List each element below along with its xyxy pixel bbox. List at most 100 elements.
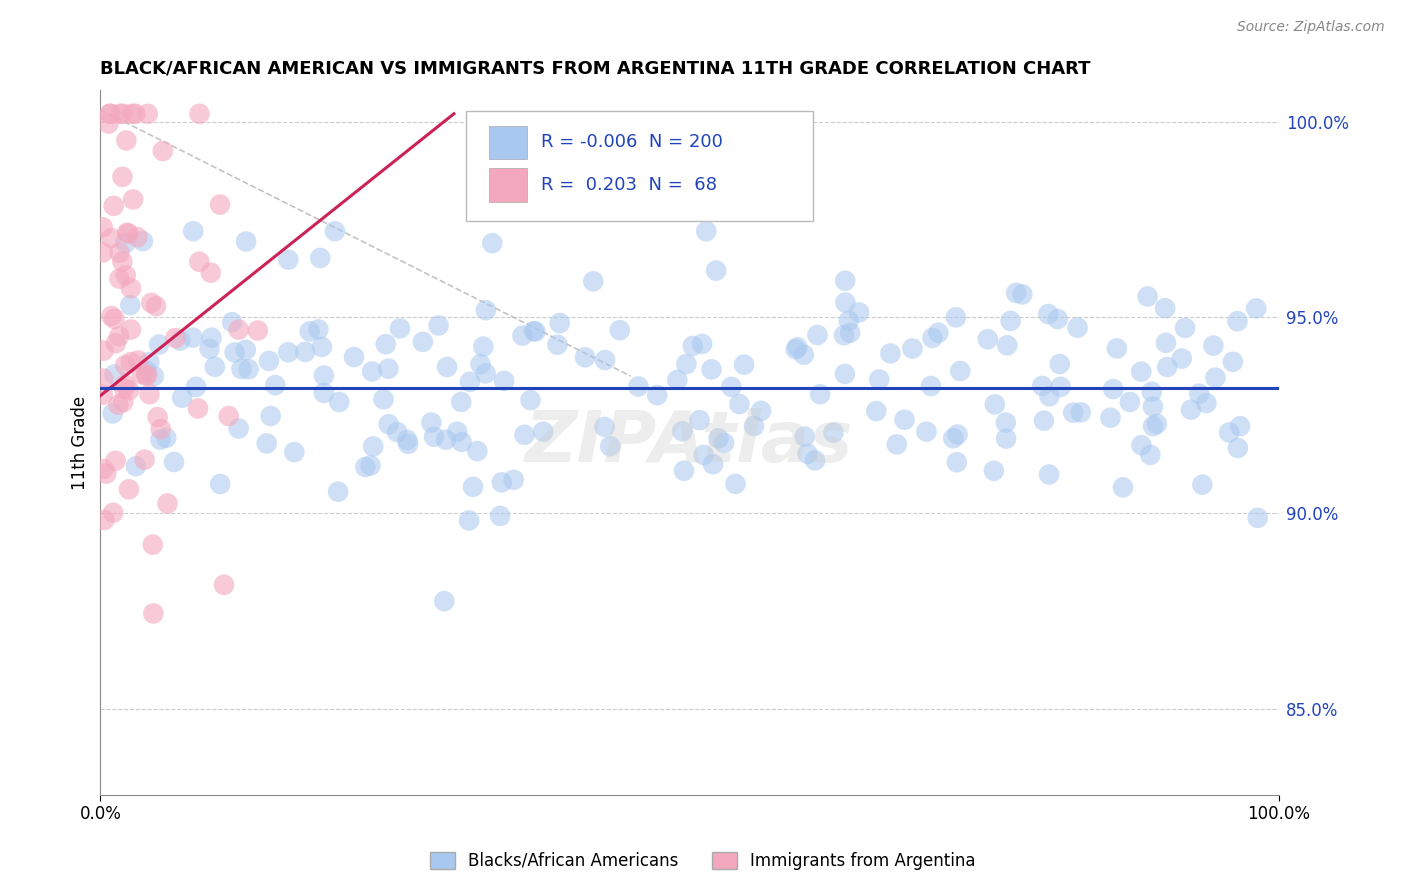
Point: [146, 410, 169, 425]
Point: [879, 346, 901, 360]
Point: [465, 444, 488, 458]
Point: [111, 254, 134, 268]
Point: [423, 430, 446, 444]
Point: [256, 436, 278, 450]
Point: [108, 271, 131, 285]
Point: [446, 425, 468, 439]
Point: [283, 445, 305, 459]
Point: [461, 480, 484, 494]
Point: [412, 334, 434, 349]
Point: [474, 367, 496, 381]
Point: [373, 392, 395, 407]
Point: [693, 448, 716, 462]
Point: [796, 447, 818, 461]
Point: [294, 345, 316, 359]
Point: [277, 252, 299, 267]
Point: [942, 431, 965, 445]
Point: [436, 359, 458, 374]
Point: [720, 380, 742, 394]
Point: [808, 387, 831, 401]
Point: [169, 334, 191, 348]
Point: [946, 455, 969, 469]
Point: [804, 453, 827, 467]
Point: [142, 369, 165, 384]
Point: [385, 425, 408, 439]
Point: [135, 364, 157, 378]
Point: [865, 404, 887, 418]
Point: [420, 416, 443, 430]
Point: [111, 169, 134, 184]
Point: [122, 193, 145, 207]
Point: [838, 314, 860, 328]
Point: [257, 354, 280, 368]
Point: [1180, 402, 1202, 417]
Point: [221, 315, 243, 329]
Point: [949, 364, 972, 378]
Point: [1038, 389, 1060, 403]
Point: [218, 409, 240, 423]
Point: [671, 424, 693, 438]
Point: [548, 316, 571, 330]
Point: [246, 324, 269, 338]
Point: [1154, 335, 1177, 350]
Point: [377, 417, 399, 432]
Point: [377, 361, 399, 376]
Point: [886, 437, 908, 451]
Point: [786, 340, 808, 354]
Point: [1154, 301, 1177, 316]
Point: [188, 254, 211, 268]
Point: [995, 432, 1018, 446]
Point: [103, 506, 125, 520]
Point: [921, 331, 943, 345]
Point: [312, 385, 335, 400]
Point: [524, 324, 547, 338]
Point: [200, 331, 222, 345]
Point: [135, 368, 157, 383]
Point: [733, 358, 755, 372]
Point: [450, 395, 472, 409]
Point: [374, 337, 396, 351]
Point: [1247, 510, 1270, 524]
Point: [141, 296, 163, 310]
Point: [1005, 285, 1028, 300]
Point: [277, 345, 299, 359]
Point: [834, 295, 856, 310]
Point: [136, 107, 159, 121]
Point: [695, 224, 717, 238]
Point: [101, 407, 124, 421]
Point: [204, 359, 226, 374]
Point: [749, 404, 772, 418]
Point: [108, 245, 131, 260]
Point: [1119, 395, 1142, 409]
Point: [704, 263, 727, 277]
Point: [108, 107, 131, 121]
Point: [112, 395, 135, 409]
Point: [112, 382, 135, 396]
Point: [93, 513, 115, 527]
Point: [475, 303, 498, 318]
Point: [98, 107, 121, 121]
Point: [702, 457, 724, 471]
Point: [901, 342, 924, 356]
Point: [920, 379, 942, 393]
Point: [104, 454, 127, 468]
Point: [593, 353, 616, 368]
Point: [1038, 467, 1060, 482]
Point: [127, 230, 149, 244]
Point: [120, 281, 142, 295]
Point: [1099, 410, 1122, 425]
Point: [832, 328, 855, 343]
Point: [915, 425, 938, 439]
Point: [115, 133, 138, 147]
Point: [574, 351, 596, 365]
Point: [142, 538, 165, 552]
Point: [1229, 419, 1251, 434]
Point: [312, 368, 335, 383]
Point: [1130, 365, 1153, 379]
Point: [163, 455, 186, 469]
Point: [136, 368, 159, 383]
Point: [1112, 480, 1135, 494]
Legend: Blacks/African Americans, Immigrants from Argentina: Blacks/African Americans, Immigrants fro…: [423, 845, 983, 877]
Point: [682, 339, 704, 353]
Point: [582, 274, 605, 288]
